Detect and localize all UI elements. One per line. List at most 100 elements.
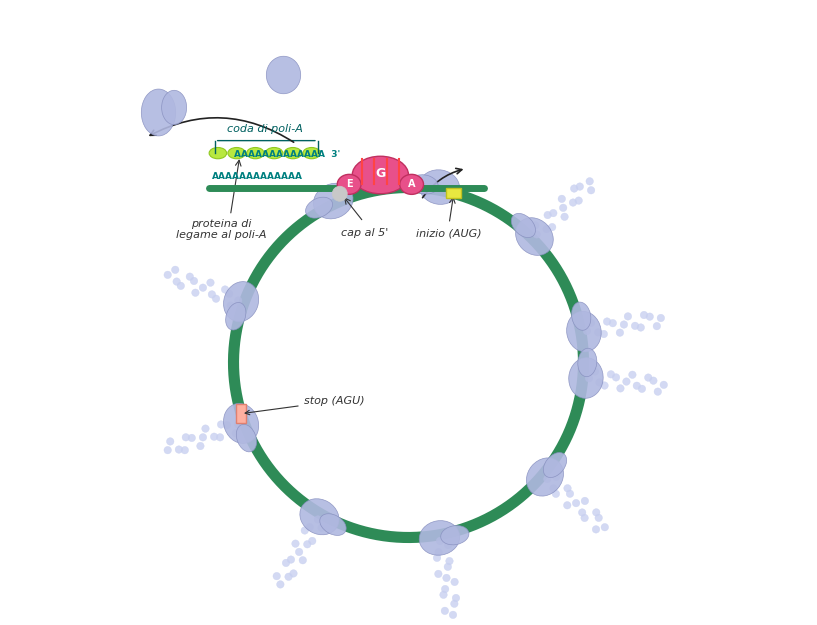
- Circle shape: [285, 573, 292, 581]
- Circle shape: [657, 314, 664, 322]
- Circle shape: [232, 429, 239, 437]
- Ellipse shape: [578, 348, 596, 377]
- Circle shape: [446, 558, 453, 565]
- Circle shape: [543, 475, 551, 482]
- Ellipse shape: [284, 148, 301, 159]
- Text: cap al 5': cap al 5': [342, 228, 388, 238]
- Circle shape: [617, 384, 624, 392]
- Ellipse shape: [266, 56, 301, 94]
- Circle shape: [552, 473, 560, 481]
- Circle shape: [581, 514, 588, 522]
- Circle shape: [595, 514, 602, 522]
- Ellipse shape: [314, 183, 353, 219]
- Ellipse shape: [225, 302, 246, 330]
- Circle shape: [583, 328, 591, 335]
- Circle shape: [333, 186, 347, 201]
- Circle shape: [288, 556, 295, 563]
- Circle shape: [273, 572, 280, 580]
- Circle shape: [186, 273, 194, 281]
- Circle shape: [542, 225, 551, 232]
- Ellipse shape: [419, 170, 460, 204]
- Ellipse shape: [526, 458, 564, 496]
- Circle shape: [552, 490, 560, 498]
- Circle shape: [566, 490, 574, 498]
- Circle shape: [314, 516, 322, 523]
- Ellipse shape: [319, 514, 346, 536]
- Circle shape: [164, 271, 172, 279]
- Circle shape: [620, 321, 627, 328]
- Circle shape: [592, 526, 600, 533]
- Circle shape: [632, 322, 639, 329]
- Ellipse shape: [400, 174, 423, 194]
- Text: A: A: [408, 179, 415, 189]
- Circle shape: [172, 266, 179, 274]
- Circle shape: [573, 499, 580, 507]
- Circle shape: [299, 556, 306, 564]
- Circle shape: [451, 578, 458, 586]
- Ellipse shape: [419, 521, 460, 555]
- Circle shape: [436, 538, 444, 545]
- Circle shape: [199, 434, 207, 441]
- Circle shape: [645, 374, 652, 381]
- Circle shape: [453, 594, 460, 602]
- Circle shape: [277, 581, 284, 588]
- Circle shape: [309, 538, 316, 545]
- Ellipse shape: [224, 282, 259, 321]
- Circle shape: [532, 222, 539, 229]
- Circle shape: [435, 570, 442, 578]
- FancyBboxPatch shape: [446, 189, 462, 199]
- Circle shape: [202, 425, 209, 432]
- Circle shape: [628, 371, 636, 379]
- Circle shape: [646, 313, 654, 321]
- Circle shape: [609, 319, 617, 327]
- Circle shape: [616, 329, 623, 336]
- Circle shape: [624, 312, 632, 320]
- Ellipse shape: [141, 89, 176, 136]
- Circle shape: [576, 183, 583, 191]
- Circle shape: [564, 501, 571, 509]
- Circle shape: [560, 213, 569, 221]
- Ellipse shape: [247, 148, 264, 159]
- Circle shape: [581, 498, 588, 505]
- Circle shape: [586, 177, 593, 185]
- Circle shape: [592, 509, 600, 516]
- Circle shape: [190, 278, 198, 285]
- Circle shape: [234, 297, 242, 304]
- Circle shape: [182, 434, 190, 441]
- Circle shape: [560, 204, 567, 212]
- Ellipse shape: [224, 404, 259, 443]
- Circle shape: [192, 289, 199, 296]
- Circle shape: [318, 524, 325, 531]
- Circle shape: [603, 318, 611, 325]
- Circle shape: [181, 446, 189, 454]
- Circle shape: [175, 446, 183, 453]
- Ellipse shape: [516, 217, 553, 256]
- Circle shape: [444, 541, 452, 549]
- Circle shape: [600, 330, 608, 338]
- Circle shape: [575, 197, 583, 204]
- Circle shape: [164, 446, 172, 454]
- Ellipse shape: [410, 175, 438, 194]
- Circle shape: [177, 282, 185, 289]
- Circle shape: [558, 195, 565, 202]
- Circle shape: [217, 421, 225, 428]
- Circle shape: [653, 322, 661, 330]
- Ellipse shape: [337, 174, 361, 194]
- Circle shape: [290, 569, 297, 577]
- Circle shape: [212, 295, 220, 302]
- Ellipse shape: [266, 148, 283, 159]
- Circle shape: [564, 484, 571, 492]
- Text: G: G: [375, 168, 386, 180]
- Text: AAAAAAAAAAAAA  3': AAAAAAAAAAAAA 3': [234, 151, 340, 159]
- Circle shape: [607, 371, 614, 378]
- Circle shape: [596, 379, 603, 386]
- Circle shape: [435, 548, 442, 556]
- Text: stop (AGU): stop (AGU): [245, 396, 364, 415]
- Circle shape: [441, 585, 449, 592]
- Circle shape: [601, 524, 609, 531]
- Text: inizio (AUG): inizio (AUG): [417, 228, 482, 238]
- Circle shape: [188, 434, 195, 442]
- Ellipse shape: [236, 424, 257, 452]
- Circle shape: [199, 284, 207, 291]
- Ellipse shape: [209, 148, 226, 159]
